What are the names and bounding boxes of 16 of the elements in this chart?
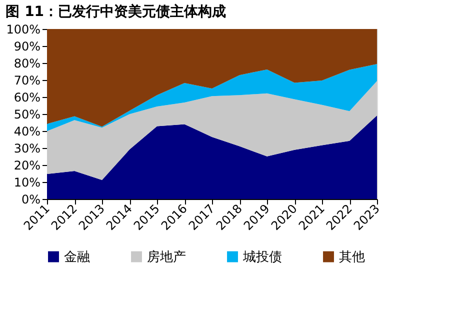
chart-title: 图 11：已发行中资美元债主体构成 [6,3,226,20]
legend-label: 其他 [339,250,365,265]
y-tick-label: 20% [14,158,40,172]
y-tick-label: 10% [14,176,40,190]
legend-label: 房地产 [147,248,186,265]
legend-label: 金融 [64,250,90,265]
y-tick-label: 70% [14,74,40,88]
y-tick-label: 100% [6,22,40,36]
y-tick-label: 50% [14,108,40,122]
legend-label: 城投债 [242,250,282,265]
y-tick-label: 0% [21,192,40,206]
y-tick-label: 40% [14,124,40,138]
y-tick-label: 60% [14,90,40,104]
y-tick-label: 80% [14,56,40,70]
y-tick-label: 90% [14,40,40,54]
y-tick-label: 30% [14,142,40,156]
